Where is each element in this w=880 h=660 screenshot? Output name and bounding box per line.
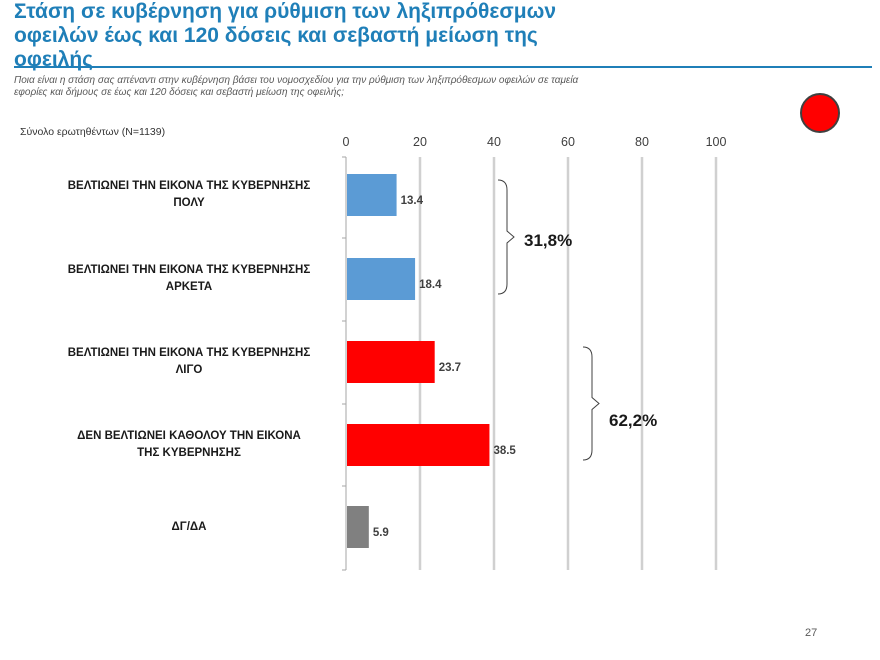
page-number: 27 — [805, 627, 818, 639]
bar — [347, 341, 435, 383]
slide-title: Στάση σε κυβέρνηση για ρύθμιση των ληξιπ… — [14, 0, 557, 71]
bar-value-label: 18.4 — [419, 279, 442, 291]
title-underline — [14, 66, 872, 68]
bar — [347, 506, 369, 548]
bar-value-label: 23.7 — [439, 362, 461, 374]
bracket — [582, 346, 600, 461]
bracket — [497, 179, 515, 295]
bracket-total-label: 31,8% — [524, 231, 573, 250]
bracket-total-label: 62,2% — [609, 411, 658, 430]
bar-value-label: 13.4 — [401, 195, 424, 207]
x-tick-label: 60 — [561, 135, 575, 149]
category-label: ΒΕΛΤΙΩΝΕΙ ΤΗΝ ΕΙΚΟΝΑ ΤΗΣ ΚΥΒΕΡΝΗΣΗΣ ΛΙΓΟ — [67, 347, 311, 376]
category-label: ΔΓ/ΔΑ — [171, 520, 207, 533]
x-tick-label: 80 — [635, 135, 649, 149]
bar — [347, 174, 397, 216]
status-indicator-circle — [800, 93, 840, 133]
sample-size: Σύνολο ερωτηθέντων (N=1139) — [20, 126, 166, 138]
category-label: ΔΕΝ ΒΕΛΤΙΩΝΕΙ ΚΑΘΟΛΟΥ ΤΗΝ ΕΙΚΟΝΑ ΤΗΣ ΚΥΒΕ… — [77, 430, 301, 459]
survey-question: Ποια είναι η στάση σας απέναντι στην κυβ… — [14, 75, 579, 98]
bar — [347, 258, 416, 300]
category-label: ΒΕΛΤΙΩΝΕΙ ΤΗΝ ΕΙΚΟΝΑ ΤΗΣ ΚΥΒΕΡΝΗΣΗΣ ΑΡΚΕΤ… — [67, 264, 311, 293]
x-tick-label: 0 — [343, 135, 350, 149]
x-tick-label: 20 — [413, 135, 427, 149]
bar-value-label: 5.9 — [373, 527, 389, 539]
x-tick-label: 40 — [487, 135, 501, 149]
category-label: ΒΕΛΤΙΩΝΕΙ ΤΗΝ ΕΙΚΟΝΑ ΤΗΣ ΚΥΒΕΡΝΗΣΗΣ ΠΟΛΥ — [67, 180, 311, 209]
bar — [347, 424, 490, 466]
x-tick-label: 100 — [706, 135, 727, 149]
bar-value-label: 38.5 — [493, 445, 516, 457]
